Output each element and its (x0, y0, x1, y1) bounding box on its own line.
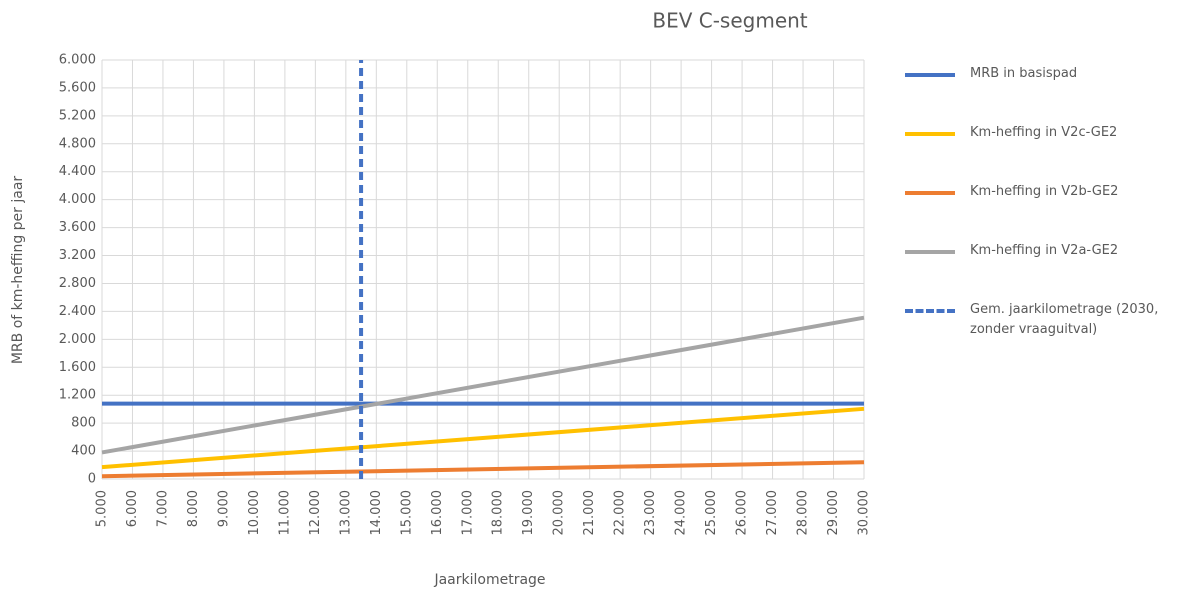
x-tick-label: 21.000 (582, 490, 597, 536)
x-tick-label: 17.000 (460, 490, 475, 536)
legend: MRB in basispad Km-heffing in V2c-GE2 Km-h… (905, 62, 1204, 357)
x-tick-label: 12.000 (308, 490, 323, 536)
y-tick-label: 2.800 (59, 276, 96, 291)
x-tick-label: 18.000 (491, 490, 506, 536)
legend-swatch (905, 132, 955, 136)
x-tick-label: 24.000 (674, 490, 689, 536)
series-line (101, 460, 865, 479)
legend-label: Km-heffing in V2b-GE2 (970, 184, 1119, 199)
y-tick-label: 0 (88, 472, 96, 487)
legend-label: Km-heffing in V2a-GE2 (970, 243, 1119, 258)
x-tick-label: 14.000 (369, 490, 384, 536)
y-tick-label: 5.600 (59, 80, 96, 95)
x-tick-label: 9.000 (216, 490, 231, 527)
x-tick-label: 23.000 (643, 490, 658, 536)
x-tick-label: 20.000 (552, 490, 567, 536)
y-tick-label: 2.400 (59, 304, 96, 319)
legend-item: Km-heffing in V2b-GE2 (905, 180, 1204, 239)
x-tick-label: 5.000 (95, 490, 110, 527)
legend-swatch (905, 191, 955, 195)
x-tick-label: 19.000 (521, 490, 536, 536)
x-tick-label: 29.000 (826, 490, 841, 536)
x-tick-label: 7.000 (155, 490, 170, 527)
y-tick-label: 1.600 (59, 360, 96, 375)
legend-label: MRB in basispad (970, 66, 1078, 81)
legend-item: Gem. jaarkilometrage (2030, zonder vraag… (905, 298, 1204, 357)
y-tick-label: 3.600 (59, 220, 96, 235)
legend-swatch (905, 250, 955, 254)
x-tick-label: 27.000 (765, 490, 780, 536)
chart-title: BEV C-segment (652, 9, 807, 33)
y-tick-label: 4.400 (59, 164, 96, 179)
legend-item: MRB in basispad (905, 62, 1204, 121)
x-tick-label: 11.000 (277, 490, 292, 536)
x-tick-label: 6.000 (125, 490, 140, 527)
y-tick-label: 800 (71, 416, 96, 431)
x-tick-label: 10.000 (247, 490, 262, 536)
y-tick-label: 400 (71, 444, 96, 459)
legend-swatch (905, 309, 955, 313)
legend-item: Km-heffing in V2c-GE2 (905, 121, 1204, 180)
legend-label: Gem. jaarkilometrage (2030, zonder vraag… (970, 302, 1159, 337)
series-line (101, 406, 865, 470)
x-tick-label: 8.000 (186, 490, 201, 527)
x-tick-label: 25.000 (704, 490, 719, 536)
y-axis-title: MRB of km-heffing per jaar (10, 176, 26, 365)
y-tick-label: 5.200 (59, 108, 96, 123)
x-tick-label: 16.000 (430, 490, 445, 536)
y-tick-label: 1.200 (59, 388, 96, 403)
x-tick-label: 28.000 (796, 490, 811, 536)
x-tick-label: 22.000 (613, 490, 628, 536)
y-tick-label: 6.000 (59, 53, 96, 68)
y-tick-label: 2.000 (59, 332, 96, 347)
y-tick-label: 4.000 (59, 192, 96, 207)
x-axis-title: Jaarkilometrage (433, 572, 545, 588)
legend-item: Km-heffing in V2a-GE2 (905, 239, 1204, 298)
legend-swatch (905, 73, 955, 77)
x-tick-label: 13.000 (338, 490, 353, 536)
x-tick-label: 30.000 (857, 490, 872, 536)
y-tick-label: 3.200 (59, 248, 96, 263)
legend-label: Km-heffing in V2c-GE2 (970, 125, 1118, 140)
x-tick-label: 15.000 (399, 490, 414, 536)
series-line (101, 315, 865, 455)
y-tick-label: 4.800 (59, 136, 96, 151)
x-tick-label: 26.000 (735, 490, 750, 536)
